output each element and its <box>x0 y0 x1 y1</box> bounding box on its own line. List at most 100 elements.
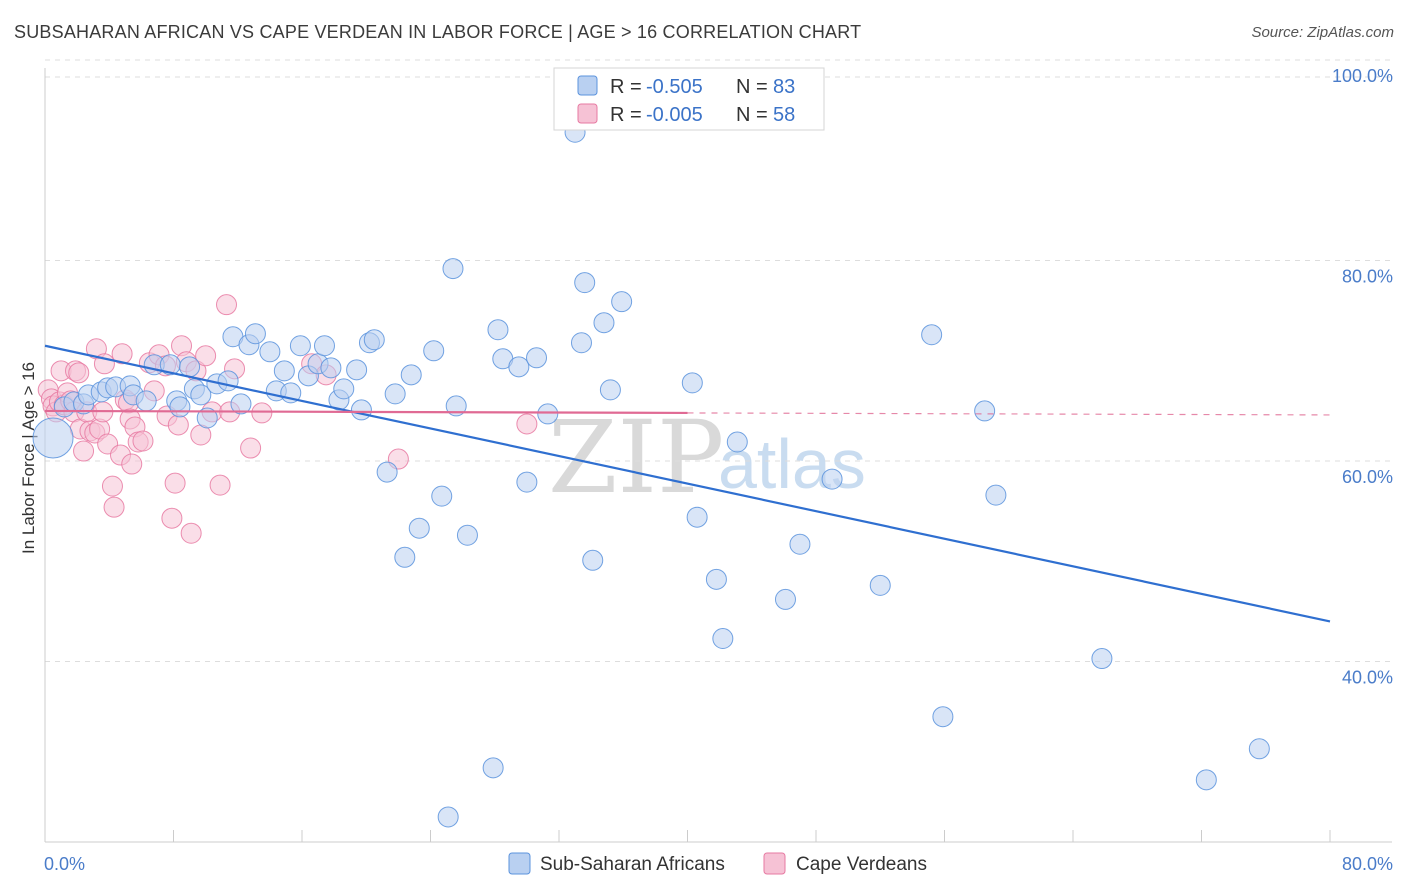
sub-saharan-african-point <box>1248 738 1270 760</box>
cape-verdeans-trend-line <box>44 409 688 415</box>
sub-saharan-african-point <box>821 468 843 490</box>
sub-saharan-african-point <box>400 364 422 386</box>
sub-saharan-african-point <box>313 335 335 357</box>
chart-title: SUBSAHARAN AFRICAN VS CAPE VERDEAN IN LA… <box>14 22 862 42</box>
cape-verdean-point <box>216 294 238 316</box>
y-axis-title: In Labor Force | Age > 16 <box>19 362 38 554</box>
legend-r-label-1: R = <box>610 76 642 98</box>
legend-label-cape-verdeans: Cape Verdeans <box>796 854 927 875</box>
sub-saharan-african-point <box>921 324 943 346</box>
sub-saharan-african-point <box>932 706 954 728</box>
sub-saharan-african-point <box>582 549 604 571</box>
cape-verdean-point <box>132 430 154 452</box>
sub-saharan-african-point <box>259 341 281 363</box>
legend-n-value-1: 83 <box>773 76 795 98</box>
sub-saharan-africans-trend-line <box>44 344 1331 623</box>
sub-saharan-african-point <box>456 524 478 546</box>
sub-saharan-african-point <box>508 356 530 378</box>
cape-verdeans-trend-extension <box>687 412 1331 416</box>
cape-verdean-point <box>103 496 125 518</box>
cape-verdean-point <box>180 522 202 544</box>
sub-saharan-african-point <box>537 403 559 425</box>
correlation-legend: R = -0.505 N = 83 R = -0.005 N = 58 <box>553 67 825 131</box>
legend-box <box>553 67 825 131</box>
sub-saharan-african-point <box>437 806 459 828</box>
sub-saharan-african-point <box>423 340 445 362</box>
sub-saharan-african-point <box>376 461 398 483</box>
legend-swatch-cape-verdeans <box>763 852 786 875</box>
sub-saharan-african-point <box>686 506 708 528</box>
legend-r-label-2: R = <box>610 104 642 126</box>
cape-verdean-point <box>73 440 95 462</box>
sub-saharan-african-point <box>135 390 157 412</box>
y-tick-label: 40.0% <box>1342 668 1393 688</box>
sub-saharan-african-point <box>482 757 504 779</box>
cape-verdean-point <box>240 437 262 459</box>
series-cape-verdeans-points <box>37 294 538 544</box>
sub-saharan-african-point <box>869 574 891 596</box>
sub-saharan-african-point <box>394 546 416 568</box>
sub-saharan-african-point <box>320 357 342 379</box>
cape-verdean-point <box>121 453 143 475</box>
legend-r-value-1: -0.505 <box>646 76 703 98</box>
cape-verdean-point <box>251 402 273 424</box>
sub-saharan-african-point <box>985 484 1007 506</box>
sub-saharan-african-point <box>384 383 406 405</box>
legend-n-label-1: N = <box>736 76 768 98</box>
y-tick-labels: 40.0% 60.0% 80.0% 100.0% <box>1332 66 1393 688</box>
legend-n-value-2: 58 <box>773 104 795 126</box>
x-tick-labels: 0.0% 80.0% <box>44 854 1393 874</box>
watermark-zip: ZIP <box>548 399 724 516</box>
cape-verdean-point <box>101 475 123 497</box>
sub-saharan-african-point <box>611 291 633 313</box>
x-tick-label-max: 80.0% <box>1342 854 1393 874</box>
sub-saharan-african-point <box>593 312 615 334</box>
sub-saharan-african-point <box>681 372 703 394</box>
x-tick-label-min: 0.0% <box>44 854 85 874</box>
watermark: ZIP atlas <box>548 399 866 516</box>
legend-label-sub-saharan-africans: Sub-Saharan Africans <box>540 854 725 875</box>
sub-saharan-african-point <box>774 588 796 610</box>
cape-verdean-point <box>68 362 90 384</box>
sub-saharan-african-point <box>32 417 74 459</box>
cape-verdean-point <box>161 507 183 529</box>
sub-saharan-african-point <box>230 393 252 415</box>
sub-saharan-african-point <box>570 332 592 354</box>
sub-saharan-african-point <box>487 319 509 341</box>
sub-saharan-african-point <box>179 356 201 378</box>
sub-saharan-african-point <box>526 347 548 369</box>
sub-saharan-african-point <box>974 400 996 422</box>
sub-saharan-african-point <box>196 407 218 429</box>
sub-saharan-african-point <box>190 384 212 406</box>
cape-verdean-point <box>209 474 231 496</box>
series-legend: Sub-Saharan Africans Cape Verdeans <box>508 852 927 875</box>
y-tick-label: 100.0% <box>1332 66 1393 86</box>
sub-saharan-african-point <box>273 360 295 382</box>
legend-swatch-blue <box>577 75 598 96</box>
sub-saharan-african-point <box>789 533 811 555</box>
legend-swatch-sub-saharan-africans <box>508 852 531 875</box>
source-label: Source: ZipAtlas.com <box>1251 24 1394 41</box>
sub-saharan-african-point <box>431 485 453 507</box>
sub-saharan-african-point <box>445 395 467 417</box>
cape-verdean-point <box>167 414 189 436</box>
trend-lines <box>44 344 1331 623</box>
sub-saharan-african-point <box>574 272 596 294</box>
sub-saharan-african-point <box>705 568 727 590</box>
sub-saharan-african-point <box>363 329 385 351</box>
sub-saharan-african-point <box>350 399 372 421</box>
sub-saharan-african-point <box>408 517 430 539</box>
sub-saharan-african-point <box>217 370 239 392</box>
sub-saharan-african-point <box>516 471 538 493</box>
sub-saharan-african-point <box>1195 769 1217 791</box>
sub-saharan-african-point <box>169 396 191 418</box>
sub-saharan-african-point <box>346 359 368 381</box>
series-sub-saharan-africans-points <box>32 121 1270 828</box>
legend-swatch-pink <box>577 103 598 124</box>
sub-saharan-african-point <box>599 379 621 401</box>
sub-saharan-african-point <box>726 431 748 453</box>
legend-r-value-2: -0.005 <box>646 104 703 126</box>
cape-verdean-point <box>516 413 538 435</box>
sub-saharan-african-point <box>712 627 734 649</box>
